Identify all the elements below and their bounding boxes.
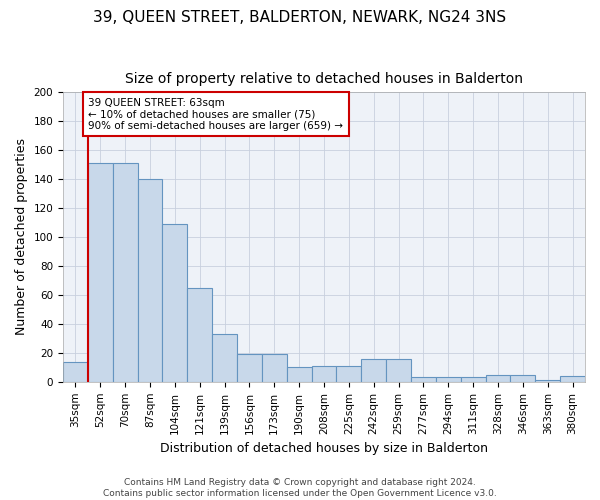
Title: Size of property relative to detached houses in Balderton: Size of property relative to detached ho… — [125, 72, 523, 86]
Bar — [311, 366, 337, 382]
Bar — [163, 224, 187, 382]
Bar — [137, 179, 163, 382]
Bar — [485, 374, 511, 382]
Bar — [511, 374, 535, 382]
Bar — [361, 358, 386, 382]
X-axis label: Distribution of detached houses by size in Balderton: Distribution of detached houses by size … — [160, 442, 488, 455]
Bar — [535, 380, 560, 382]
Bar — [386, 358, 411, 382]
Bar — [63, 362, 88, 382]
Bar — [113, 163, 137, 382]
Bar — [436, 378, 461, 382]
Bar — [461, 378, 485, 382]
Bar — [262, 354, 287, 382]
Text: 39, QUEEN STREET, BALDERTON, NEWARK, NG24 3NS: 39, QUEEN STREET, BALDERTON, NEWARK, NG2… — [94, 10, 506, 25]
Bar — [187, 288, 212, 382]
Bar — [560, 376, 585, 382]
Y-axis label: Number of detached properties: Number of detached properties — [15, 138, 28, 336]
Bar — [337, 366, 361, 382]
Bar — [411, 378, 436, 382]
Text: 39 QUEEN STREET: 63sqm
← 10% of detached houses are smaller (75)
90% of semi-det: 39 QUEEN STREET: 63sqm ← 10% of detached… — [88, 98, 343, 131]
Text: Contains HM Land Registry data © Crown copyright and database right 2024.
Contai: Contains HM Land Registry data © Crown c… — [103, 478, 497, 498]
Bar — [287, 368, 311, 382]
Bar — [237, 354, 262, 382]
Bar — [88, 163, 113, 382]
Bar — [212, 334, 237, 382]
